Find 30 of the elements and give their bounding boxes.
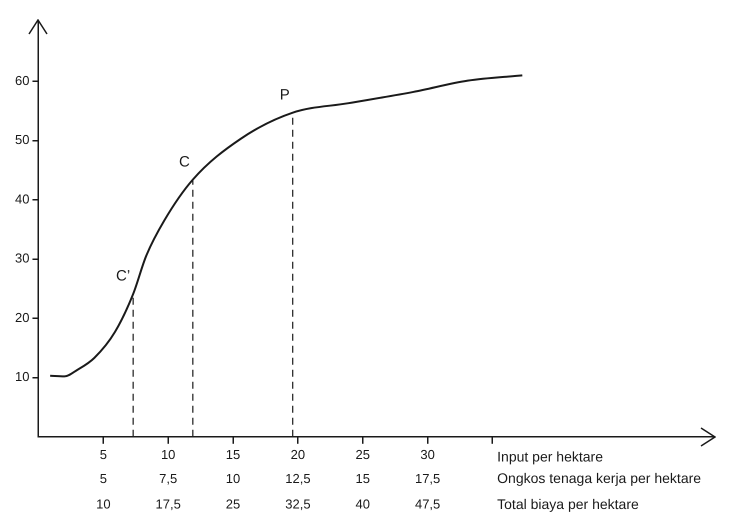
x2-tick-label: 7,5 — [159, 470, 178, 486]
x2-tick-label: 12,5 — [285, 470, 311, 486]
x-tick-label: 10 — [160, 447, 176, 462]
x-axis-title: Input per hektare — [497, 448, 604, 464]
x-tick-label: 15 — [226, 447, 240, 462]
x-tick-label: 30 — [420, 447, 435, 462]
x2-axis-title: Ongkos tenaga kerja per hektare — [497, 470, 702, 486]
text: Total biaya per hektare — [497, 496, 639, 512]
x-tick-label: 5 — [100, 447, 107, 462]
y-tick-label: 40 — [14, 191, 30, 206]
ref-line-label: P — [280, 86, 290, 104]
text: 25 — [226, 496, 240, 512]
text: 17,5 — [156, 496, 181, 512]
x2-tick-label: 17,5 — [414, 470, 440, 486]
text: 40 — [356, 496, 370, 512]
x2-tick-label: 5 — [100, 470, 107, 486]
x-tick-label: 20 — [290, 447, 306, 462]
y-tick-label: 50 — [14, 132, 30, 148]
y-tick-label: 30 — [14, 250, 30, 266]
x2-tick-label: 15 — [356, 470, 370, 486]
y-tick-label: 60 — [14, 72, 30, 88]
x-tick-label: 25 — [356, 447, 370, 462]
y-tick-label: 20 — [14, 310, 30, 325]
x2-tick-label: 10 — [226, 470, 240, 486]
text: 10 — [96, 496, 111, 512]
ref-line-label: C — [178, 153, 190, 170]
text: 32,5 — [285, 496, 311, 512]
y-tick-label: 10 — [14, 369, 30, 384]
text: 47,5 — [414, 496, 440, 512]
ref-line-label: C’ — [116, 268, 130, 285]
